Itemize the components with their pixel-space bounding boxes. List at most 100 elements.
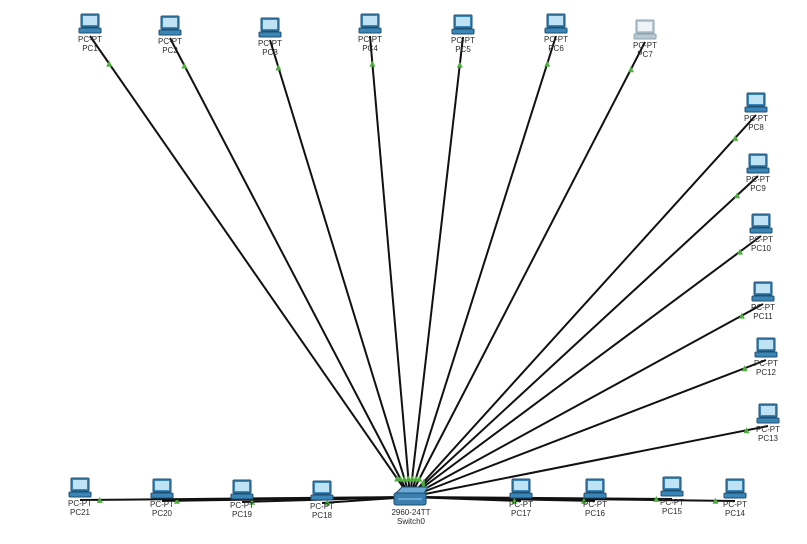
desktop-computer-icon bbox=[754, 337, 778, 358]
pc-name-label: PC1 bbox=[82, 44, 98, 53]
link-status-triangle-icon bbox=[653, 495, 660, 502]
cable-pc6[interactable] bbox=[409, 35, 557, 498]
cable-pc2[interactable] bbox=[169, 37, 411, 498]
link-status-triangle-icon bbox=[173, 497, 180, 504]
link-status-triangle-icon bbox=[401, 475, 408, 482]
pc-name-label: PC20 bbox=[152, 509, 173, 518]
pc-type-label: PC-PT bbox=[230, 501, 254, 510]
cable-pc17[interactable] bbox=[409, 496, 522, 502]
pc-type-label: PC-PT bbox=[544, 35, 568, 44]
pc-type-label: PC-PT bbox=[744, 114, 768, 123]
pc-type-label: PC-PT bbox=[746, 175, 770, 184]
link-status-triangle-icon bbox=[738, 312, 745, 319]
switch-device[interactable]: 2960-24TT Switch0 bbox=[391, 486, 431, 526]
pc-name-label: PC17 bbox=[511, 509, 532, 518]
pc-name-label: PC11 bbox=[753, 312, 773, 321]
link-status-triangle-icon bbox=[397, 475, 404, 482]
desktop-computer-icon bbox=[358, 13, 382, 34]
pc-name-label: PC8 bbox=[748, 123, 764, 132]
pc-type-label: PC-PT bbox=[583, 500, 607, 509]
desktop-computer-icon bbox=[756, 403, 780, 424]
cable-pc5[interactable] bbox=[409, 36, 464, 498]
cable-pc13[interactable] bbox=[409, 425, 769, 498]
desktop-computer-icon bbox=[744, 92, 768, 113]
desktop-computer-icon bbox=[78, 13, 102, 34]
desktop-computer-icon bbox=[68, 477, 92, 498]
link-status-triangle-icon bbox=[275, 64, 282, 71]
pc-name-label: PC5 bbox=[455, 45, 471, 54]
pc-type-label: PC-PT bbox=[754, 359, 778, 368]
link-status-triangle-icon bbox=[544, 60, 551, 67]
link-status-triangle-icon bbox=[712, 497, 719, 504]
desktop-computer-icon bbox=[749, 213, 773, 234]
pc-name-label: PC10 bbox=[751, 244, 772, 253]
desktop-computer-icon bbox=[509, 478, 533, 499]
desktop-computer-icon bbox=[230, 479, 254, 500]
pc-name-label: PC13 bbox=[758, 434, 779, 443]
cable-pc3[interactable] bbox=[269, 39, 411, 498]
cable-pc9[interactable] bbox=[409, 175, 759, 498]
pc-type-label: PC-PT bbox=[749, 235, 773, 244]
cable-pc7[interactable] bbox=[409, 41, 646, 498]
desktop-computer-icon bbox=[258, 17, 282, 38]
cable-pc11[interactable] bbox=[409, 303, 764, 498]
pc-type-label: PC-PT bbox=[633, 41, 657, 50]
desktop-computer-icon bbox=[660, 476, 684, 497]
pc-type-label: PC-PT bbox=[660, 498, 684, 507]
pc-type-label: PC-PT bbox=[158, 37, 182, 46]
desktop-computer-icon bbox=[723, 478, 747, 499]
link-status-triangle-icon bbox=[734, 192, 741, 199]
pc-type-label: PC-PT bbox=[723, 500, 747, 509]
pc-name-label: PC12 bbox=[756, 368, 777, 377]
cable-pc10[interactable] bbox=[409, 235, 762, 498]
desktop-computer-icon bbox=[544, 13, 568, 34]
link-status-triangle-icon bbox=[743, 427, 750, 434]
switch-model-label: 2960-24TT bbox=[391, 508, 430, 517]
pc-type-label: PC-PT bbox=[258, 39, 282, 48]
network-switch-icon bbox=[393, 486, 429, 506]
pc-name-label: PC9 bbox=[750, 184, 766, 193]
cable-pc8[interactable] bbox=[409, 114, 757, 498]
cable-pc4[interactable] bbox=[369, 35, 411, 498]
cable-pc1[interactable] bbox=[89, 35, 411, 498]
desktop-computer-icon bbox=[150, 478, 174, 499]
desktop-computer-icon bbox=[158, 15, 182, 36]
pc-type-label: PC-PT bbox=[751, 303, 775, 312]
link-status-triangle-icon bbox=[106, 60, 113, 67]
pc-name-label: PC6 bbox=[548, 44, 564, 53]
link-status-triangle-icon bbox=[732, 134, 739, 141]
desktop-computer-icon bbox=[746, 153, 770, 174]
link-status-triangle-icon bbox=[181, 62, 188, 69]
desktop-computer-icon bbox=[583, 478, 607, 499]
pc-type-label: PC-PT bbox=[68, 499, 92, 508]
link-status-triangle-icon bbox=[511, 497, 518, 504]
desktop-computer-icon bbox=[633, 19, 657, 40]
pc-type-label: PC-PT bbox=[509, 500, 533, 509]
link-status-triangle-icon bbox=[456, 61, 463, 68]
pc-type-label: PC-PT bbox=[150, 500, 174, 509]
link-status-triangle-icon bbox=[736, 248, 743, 255]
cable-pc12[interactable] bbox=[409, 359, 767, 498]
